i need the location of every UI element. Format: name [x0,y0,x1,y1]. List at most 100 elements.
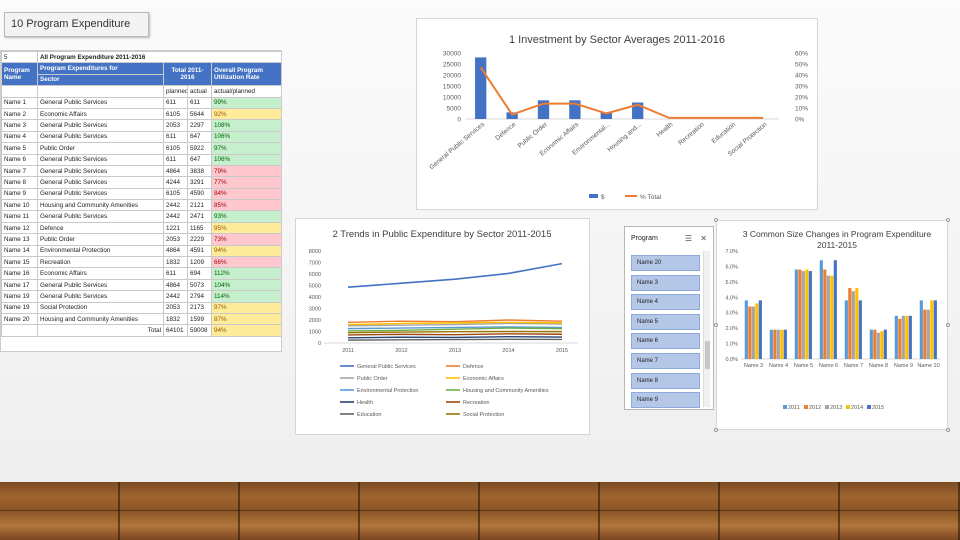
program-name: Name 4 [1,130,38,144]
program-name: Name 6 [1,153,38,166]
utilization-rate: 66% [210,256,281,269]
program-name: Name 15 [1,256,38,269]
resize-handle[interactable] [714,428,718,432]
actual-value: 4590 [187,187,212,201]
header-actual: actual [187,85,212,98]
planned-value: 6105 [163,142,188,155]
total-rate: 94% [210,324,281,337]
resize-handle[interactable] [946,218,950,222]
chart-1-svg: 1 Investment by Sector Averages 2011-201… [428,34,808,201]
y-tick-label: 7000 [309,261,321,267]
slicer-title: Program [631,235,658,242]
series-line [347,262,563,289]
bar [830,275,834,359]
y-tick-label: 4000 [309,295,321,301]
y-tick-label: 3000 [309,307,321,313]
program-name: Name 14 [1,244,38,258]
bar [926,309,930,359]
actual-value: 2297 [187,119,212,132]
bar [744,300,748,359]
slicer-item[interactable]: Name 7 [631,353,700,369]
sector: General Public Services [37,176,164,189]
slicer-item[interactable]: Name 3 [631,274,700,291]
bar [780,329,784,359]
bar [876,332,880,359]
bar [776,329,780,359]
y-tick-label: 20000 [443,73,461,80]
bar [894,315,898,359]
resize-handle[interactable] [714,323,718,327]
slicer-item[interactable]: Name 20 [631,255,700,271]
table-row: Name 11 General Public Services 2442 2471 93… [1,210,281,223]
y-tick-label: 3.0% [725,311,738,317]
slicer-item[interactable]: Name 6 [631,333,700,350]
program-name: Name 12 [1,221,38,235]
x-tick-label: Recreation [677,121,706,147]
planned-value: 611 [163,153,188,166]
resize-handle[interactable] [714,218,718,222]
x-tick-label: General Public Services [428,121,486,171]
bar [923,309,927,359]
legend-label: Housing and Community Amenities [463,388,549,394]
slicer-item[interactable]: Name 5 [631,313,700,330]
legend-label: Health [357,400,373,406]
actual-value: 1599 [187,312,212,326]
utilization-rate: 97% [210,301,281,315]
x-tick-label: 2014 [502,348,514,354]
bar [919,300,923,359]
y-tick-label: 0 [318,341,321,347]
program-name: Name 16 [1,267,38,280]
planned-value: 2442 [163,199,188,212]
chart-1-panel[interactable]: 1 Investment by Sector Averages 2011-201… [416,18,818,210]
row-number: 5 [1,51,38,64]
bar [855,288,859,359]
slicer-item[interactable]: Name 4 [631,294,700,311]
clear-filter-icon[interactable]: ✕ [700,234,707,243]
header-program-name: Program Name [1,62,38,87]
legend-swatch [783,405,787,409]
legend-label: Environmental Protection [357,388,418,394]
sector: Recreation [37,256,164,269]
legend-label: 2013 [830,405,842,411]
series-line [347,322,563,327]
actual-value: 2121 [187,199,212,212]
y-tick-label: 15000 [443,84,461,91]
planned-value: 4864 [163,278,188,292]
chart-3-panel[interactable]: 3 Common Size Changes in Program Expendi… [714,218,950,432]
slicer-scroll-thumb[interactable] [705,341,710,369]
actual-value: 647 [187,130,212,144]
actual-value: 3838 [187,164,212,178]
series-line [347,333,563,336]
legend-label: 2014 [851,405,863,411]
slicer-item[interactable]: Name 9 [631,392,700,409]
resize-handle[interactable] [946,428,950,432]
y2-tick-label: 50% [795,62,808,69]
utilization-rate: 85% [210,199,281,212]
chart-title: 2 Trends in Public Expenditure by Sector… [333,229,552,240]
bar [933,300,937,359]
y2-tick-label: 30% [795,84,808,91]
utilization-rate: 106% [210,153,281,166]
legend-label: General Public Services [357,364,416,370]
total-actual: 59008 [187,324,212,337]
program-slicer[interactable]: Program ☰ ✕ Name 20 Name 3 Name 4 Name 5 Nam… [624,226,714,410]
utilization-rate: 92% [210,107,281,121]
utilization-rate: 112% [210,267,281,280]
x-tick-label: 2015 [556,348,568,354]
y2-tick-label: 60% [795,51,808,58]
utilization-rate: 84% [210,187,281,201]
bar [823,269,827,359]
x-tick-label: Name 9 [894,363,913,369]
bar [632,102,644,119]
resize-handle[interactable] [946,323,950,327]
sector: Housing and Community Amenities [37,199,164,212]
slicer-item[interactable]: Name 8 [631,372,700,389]
slicer-scrollbar[interactable] [703,251,710,407]
bar [858,300,862,359]
multi-select-icon[interactable]: ☰ [684,234,693,243]
program-name: Name 19 [1,301,38,315]
x-tick-label: Name 5 [794,363,813,369]
planned-value: 4244 [163,176,188,189]
chart-2-panel[interactable]: 2 Trends in Public Expenditure by Sector… [295,218,590,435]
actual-value: 1165 [187,221,212,235]
